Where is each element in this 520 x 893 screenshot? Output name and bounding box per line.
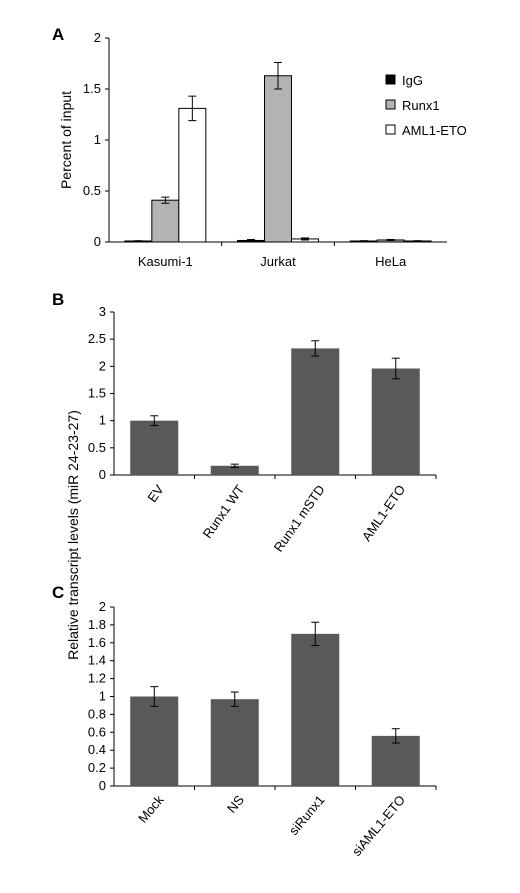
panel-b-letter: B — [52, 290, 64, 309]
bar-runx1 — [151, 199, 180, 243]
panel-b-ytick-label: 2 — [99, 358, 106, 373]
panel-a-ytick-label: 1.5 — [83, 81, 101, 96]
panel-c-bar — [291, 633, 340, 786]
panel-b-category-label: Runx1 mSTD — [271, 482, 328, 555]
legend-label-runx1: Runx1 — [402, 98, 440, 113]
panel-b-ytick-label: 0 — [99, 467, 106, 482]
panel-b-bar — [291, 348, 340, 475]
panel-c-ytick-label: 1.8 — [88, 617, 106, 632]
panel-c-category-label: Mock — [135, 792, 167, 826]
panel-c-category-label: siAML1-ETO — [349, 792, 408, 858]
panel-a-ytick-label: 1 — [94, 132, 101, 147]
shared-ylabel: Relative transcript levels (miR 24-23-27… — [65, 410, 81, 660]
panel-a-ytick-label: 0.5 — [83, 183, 101, 198]
panel-c-bar — [130, 696, 179, 786]
panel-b-category-label: EV — [144, 482, 166, 505]
panel-c-ytick-label: 1 — [99, 689, 106, 704]
panel-b-bar — [210, 465, 259, 475]
panel-a-category-label: Jurkat — [260, 254, 296, 269]
panel-a-letter: A — [52, 25, 64, 44]
panel-c-ytick-label: 1.2 — [88, 671, 106, 686]
bar-runx1 — [264, 75, 292, 243]
bar-aml1-eto — [178, 107, 207, 243]
panel-b-chart: B 0 0.5 1 1.5 2 2.5 3 EV Runx1 WT Runx1 mSTD AML1-… — [52, 290, 437, 555]
panel-c-bar — [210, 699, 259, 786]
panel-b-category-label: Runx1 WT — [200, 482, 248, 541]
panel-c-ytick-label: 0 — [99, 778, 106, 793]
panel-b-ytick-label: 1 — [99, 413, 106, 428]
panel-c-ytick-label: 0.8 — [88, 706, 106, 721]
panel-c-ytick-label: 0.6 — [88, 724, 106, 739]
panel-b-ytick-label: 0.5 — [88, 440, 106, 455]
legend-swatch-aml1-eto — [385, 124, 396, 135]
panel-a-ytick-label: 2 — [94, 30, 101, 45]
panel-c-category-label: siRunx1 — [286, 792, 328, 838]
panel-b-ytick-label: 1.5 — [88, 386, 106, 401]
panel-b-category-label: AML1-ETO — [359, 482, 408, 544]
panel-a-chart: A Percent of input 0 0.5 1 1.5 2 Kasumi-1 Jurk… — [52, 25, 467, 269]
panel-b-ytick-label: 3 — [99, 304, 106, 319]
panel-c-category-label: NS — [224, 792, 247, 816]
panel-c-chart: C 0 0.2 0.4 0.6 0.8 1 1.2 1.4 1.6 1.8 2 Mock NS siRun… — [52, 583, 437, 859]
panel-b-ytick-label: 2.5 — [88, 331, 106, 346]
panel-a-ytick-label: 0 — [94, 234, 101, 249]
panel-c-ytick-label: 0.4 — [88, 742, 106, 757]
panel-a-ylabel: Percent of input — [58, 91, 74, 189]
panel-c-ytick-label: 2 — [99, 599, 106, 614]
panel-c-ytick-label: 1.6 — [88, 635, 106, 650]
panel-b-bar — [371, 368, 420, 475]
panel-c-bar — [371, 735, 420, 786]
legend-label-igg: IgG — [402, 73, 423, 88]
panel-c-ytick-label: 0.2 — [88, 760, 106, 775]
legend-label-aml1-eto: AML1-ETO — [402, 123, 467, 138]
panel-c-letter: C — [52, 583, 64, 602]
legend-swatch-runx1 — [385, 99, 396, 110]
panel-c-ytick-label: 1.4 — [88, 653, 106, 668]
panel-b-bar — [130, 420, 179, 475]
panel-a-category-label: HeLa — [375, 254, 407, 269]
panel-a-category-label: Kasumi-1 — [138, 254, 193, 269]
legend-swatch-igg — [385, 74, 396, 85]
